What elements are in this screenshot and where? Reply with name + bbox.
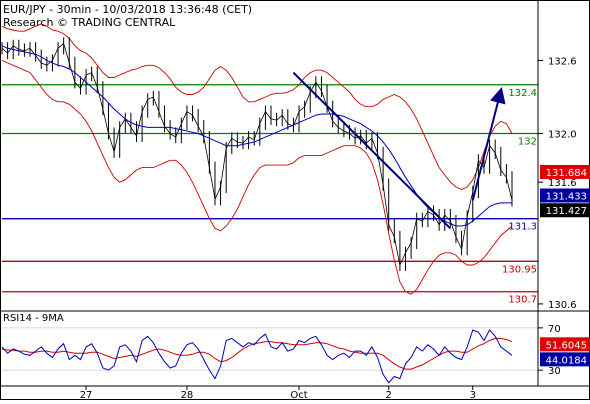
price-ytick-label-0: 132.6 [548, 56, 577, 67]
x-tick-label-4: 3 [470, 390, 476, 400]
bollinger-lower-line [1, 59, 513, 295]
chart-subtitle: Research © TRADING CENTRAL [3, 16, 176, 29]
level-label-3: 130.95 [502, 264, 537, 275]
price-badge-2-box [540, 203, 590, 218]
level-label-2: 131.3 [508, 222, 537, 233]
x-tick-label-0: 27 [80, 390, 93, 400]
rsi-badge-0-label: 51.6045 [546, 340, 587, 351]
chart-title: EUR/JPY - 30min - 10/03/2018 13:36:48 (C… [3, 3, 252, 16]
price-badge-0-label: 131.684 [546, 168, 587, 179]
x-tick-label-1: 28 [181, 390, 194, 400]
x-tick-label-3: 2 [386, 390, 392, 400]
level-label-4: 130.7 [508, 295, 537, 306]
price-ytick-label-3: 130.6 [548, 300, 577, 311]
level-label-1: 132 [518, 136, 537, 147]
rsi-ma-line [1, 337, 513, 370]
trendline-1 [471, 86, 506, 201]
x-tick-label-2: Oct [290, 390, 307, 400]
price-badge-0-box [540, 164, 590, 179]
price-badge-1-box [540, 188, 590, 203]
rsi-badge-1-label: 44.0184 [546, 355, 587, 366]
rsi-badge-0-box [540, 337, 590, 352]
moving-average-line [1, 45, 512, 227]
price-badge-2-label: 131.427 [546, 206, 587, 217]
rsi-ytick-label-1: 30 [548, 366, 561, 377]
rsi-line [1, 329, 513, 384]
price-ytick-label-2: 131.6 [548, 178, 577, 189]
rsi-panel-label: RSI14 - 9MA [3, 313, 64, 324]
bollinger-upper-line [1, 23, 513, 190]
trendline-0 [292, 71, 452, 230]
price-panel: 132.4 132 131.3 130.95 130.7 [1, 23, 538, 306]
price-ytick-label-1: 132.0 [548, 129, 577, 140]
rsi-ytick-label-0: 70 [548, 324, 561, 335]
price-line [1, 42, 513, 267]
level-label-0: 132.4 [508, 88, 537, 99]
price-badge-1-label: 131.433 [546, 192, 587, 203]
rsi-badge-1-box [540, 352, 590, 367]
rsi-panel [1, 327, 538, 384]
